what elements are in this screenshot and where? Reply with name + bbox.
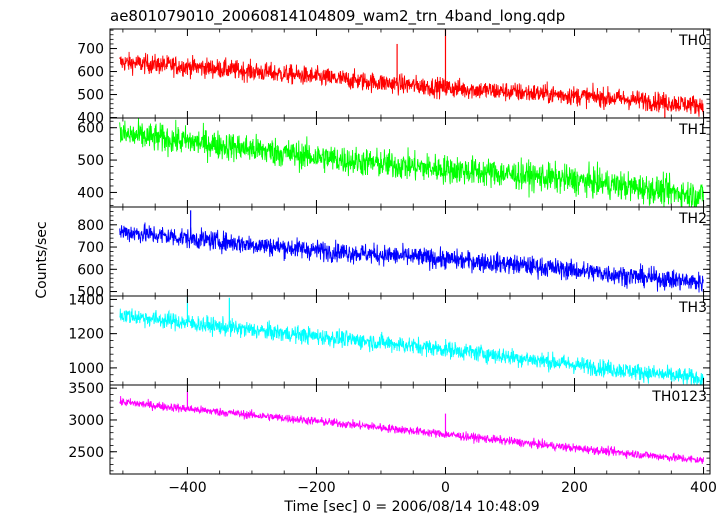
y-tick-label: 3000	[68, 413, 104, 429]
y-tick-label: 2500	[68, 445, 104, 461]
panel-th2: 500 600 700 800 TH2	[77, 206, 711, 301]
y-tick-label: 700	[77, 240, 104, 256]
x-axis: −400 −200 0 200 400	[168, 480, 717, 496]
series-line-th0123	[119, 396, 704, 465]
x-axis-label: Time [sec] 0 = 2006/08/14 10:48:09	[283, 499, 539, 515]
x-tick-label: 0	[441, 480, 450, 496]
y-tick-label: 600	[77, 65, 104, 81]
series-line-th3	[119, 308, 704, 385]
y-tick-label: 1400	[68, 292, 104, 308]
x-tick-label: −400	[168, 480, 206, 496]
panel-th3: 1000 1200 1400 TH3	[68, 292, 711, 386]
x-tick-label: 200	[561, 480, 588, 496]
y-axis-label: Counts/sec	[34, 221, 50, 298]
chart-title: ae801079010_20060814104809_wam2_trn_4ban…	[110, 7, 565, 26]
y-tick-label: 700	[77, 42, 104, 58]
panel-label: TH0	[678, 33, 707, 49]
panel-label: TH0123	[651, 389, 707, 405]
y-tick-label: 600	[77, 262, 104, 278]
panel-th1: 400 500 600 TH1	[77, 117, 711, 208]
y-tick-label: 1000	[68, 361, 104, 377]
series-line-th2	[119, 222, 704, 293]
panel-th0123: 2500 3000 3500 TH0123	[68, 381, 711, 475]
panel-frame	[109, 28, 711, 119]
y-tick-label: 1200	[68, 327, 104, 343]
panel-label: TH3	[678, 300, 707, 316]
panel-th0: 400 500 600 700 TH0	[77, 28, 711, 127]
y-tick-label: 400	[77, 111, 104, 127]
y-tick-label: 800	[77, 218, 104, 234]
y-tick-label: 500	[77, 153, 104, 169]
y-tick-label: 500	[77, 285, 104, 301]
x-tick-label: −200	[297, 480, 335, 496]
y-tick-label: 500	[77, 88, 104, 104]
y-tick-label: 3500	[68, 381, 104, 397]
panel-label: TH1	[678, 122, 707, 138]
series-line-th1	[119, 118, 704, 207]
series-line-th0	[119, 51, 704, 118]
x-tick-label: 400	[690, 480, 717, 496]
panel-frame	[109, 384, 711, 475]
panels-group: 400 500 600 700 TH0 400 500 600 TH1 500 600 700 800 T…	[68, 28, 711, 475]
panel-frame	[109, 206, 711, 297]
panel-label: TH2	[678, 211, 707, 227]
y-tick-label: 400	[77, 185, 104, 201]
y-tick-label: 600	[77, 121, 104, 137]
